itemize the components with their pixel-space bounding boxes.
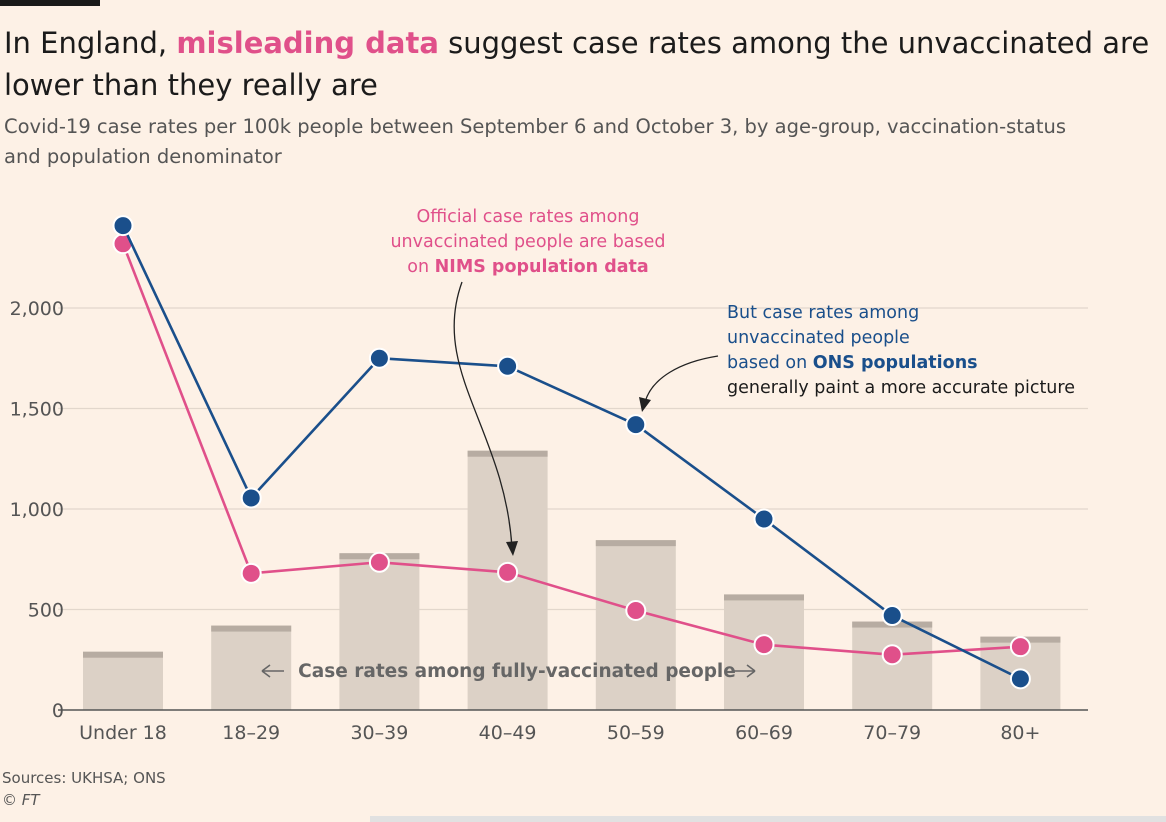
ons-series-point — [240, 487, 262, 509]
nims-series-point — [753, 634, 775, 656]
bar — [852, 621, 933, 710]
y-tick-label: 1,500 — [10, 399, 64, 421]
nims-series-point — [368, 551, 390, 573]
nims-series-point — [240, 562, 262, 584]
top-accent-bar — [0, 0, 100, 6]
nims-series-point — [881, 644, 903, 666]
bar-cap — [211, 625, 292, 632]
title-text-after: suggest case rates among the unvaccinate… — [4, 26, 1150, 102]
nims-series-point — [1009, 636, 1031, 658]
x-tick-label: Under 18 — [79, 722, 167, 744]
ons-annotation-bold: ONS populations — [813, 353, 978, 373]
ons-annotation-line: unvaccinated people — [727, 328, 910, 348]
ons-annotation-line: generally paint a more accurate picture — [727, 378, 1075, 398]
ons-annotation-arrow — [644, 355, 719, 403]
chart-subtitle: Covid-19 case rates per 100k people betw… — [4, 115, 1067, 168]
nims-annotation-bold: NIMS population data — [435, 257, 649, 277]
x-tick-label: 70–79 — [863, 722, 921, 744]
bar-cap — [83, 651, 163, 658]
nims-annotation-line: unvaccinated people are based — [390, 232, 665, 252]
ons-series-point — [112, 215, 134, 237]
x-tick-label: 60–69 — [735, 722, 793, 744]
nims-series-point — [625, 600, 647, 622]
title-highlight: misleading data — [176, 26, 439, 60]
bar-cap — [595, 540, 676, 547]
ons-series-point — [753, 508, 775, 530]
title-text-before: In England, — [4, 26, 177, 60]
chart-sources: Sources: UKHSA; ONS — [2, 769, 166, 787]
ons-series-point — [881, 605, 903, 627]
ons-annotation-arrowhead — [639, 397, 651, 412]
x-tick-label: 40–49 — [479, 722, 537, 744]
nims-annotation-text: on — [407, 257, 434, 277]
ons-annotation-line: based on ONS populations — [727, 353, 978, 373]
chart-copyright: © FT — [2, 791, 40, 809]
bar — [339, 553, 420, 710]
ons-series-point — [497, 355, 519, 377]
ons-annotation-line: But case rates among — [727, 303, 919, 323]
nims-annotation-arrowhead — [506, 541, 518, 556]
y-tick-label: 1,000 — [10, 499, 64, 521]
ons-series-point — [1009, 668, 1031, 690]
ons-series-line — [121, 225, 1021, 681]
bar — [595, 540, 676, 710]
bar-cap — [724, 594, 804, 601]
nims-series-line — [121, 243, 1021, 657]
chart-title: In England, misleading data suggest case… — [4, 22, 1154, 106]
bar-cap — [467, 450, 548, 457]
bottom-scroll-bar — [370, 816, 1166, 822]
bar — [211, 625, 292, 710]
nims-annotation-arrow — [453, 281, 513, 549]
y-tick-label: 500 — [28, 600, 64, 622]
x-tick-label: 18–29 — [222, 722, 280, 744]
bars-annotation-left-arrow — [261, 664, 284, 678]
x-tick-label: 50–59 — [607, 722, 665, 744]
bars-annotation-right-arrow — [733, 664, 756, 678]
nims-annotation-line: Official case rates among — [416, 207, 639, 227]
x-tick-label: 80+ — [1000, 722, 1040, 744]
nims-series-point — [497, 561, 519, 583]
ons-annotation-text: based on — [727, 353, 813, 373]
ons-series-point — [625, 414, 647, 436]
y-tick-label: 0 — [52, 700, 64, 722]
ons-series-point — [368, 347, 390, 369]
nims-annotation-line: on NIMS population data — [407, 257, 648, 277]
y-tick-label: 2,000 — [10, 298, 64, 320]
bar — [83, 651, 163, 710]
bars-annotation: Case rates among fully-vaccinated people — [298, 661, 736, 682]
x-tick-label: 30–39 — [350, 722, 408, 744]
